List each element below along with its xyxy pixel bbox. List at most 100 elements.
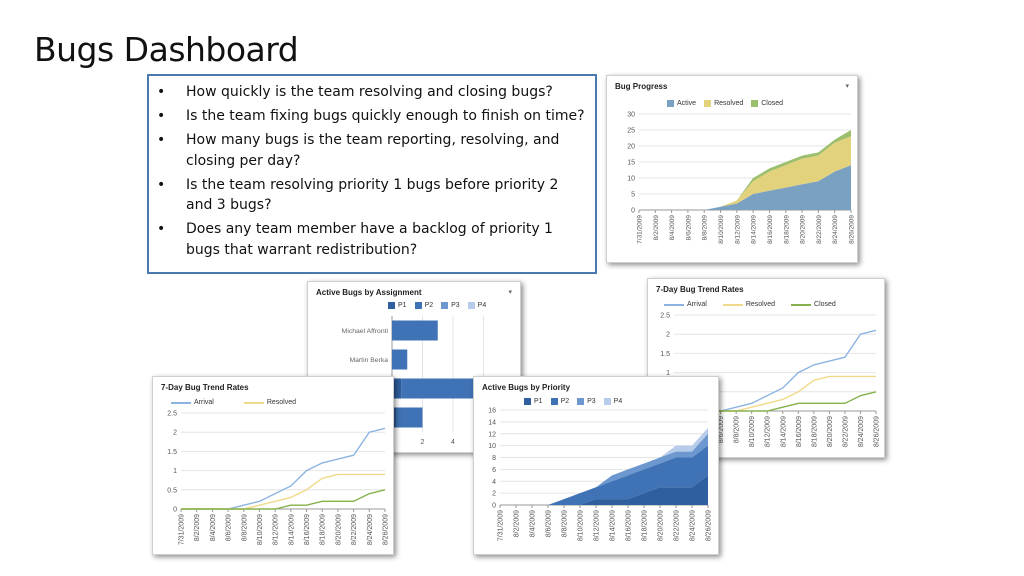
y-tick-label: 1.5	[660, 351, 670, 358]
legend-item: Active	[667, 100, 696, 107]
legend-swatch	[243, 401, 264, 404]
list-item: • Is the team resolving priority 1 bugs b…	[157, 176, 559, 214]
y-tick-label: 25	[627, 128, 635, 135]
legend-item: Arrival	[664, 301, 707, 308]
y-tick-label: 8	[492, 455, 496, 462]
bullet-icon: •	[157, 108, 166, 124]
legend-swatch	[414, 302, 422, 309]
y-tick-label: 0.5	[167, 487, 177, 494]
x-tick-label: 8/22/2009	[351, 514, 358, 545]
x-tick-label: 8/18/2009	[642, 510, 649, 541]
y-tick-label: 2	[173, 430, 177, 437]
chart-menu-icon[interactable]: ▾	[845, 83, 849, 90]
x-tick-label: 8/18/2009	[320, 514, 327, 545]
legend-item: P3	[577, 398, 596, 405]
legend-swatch	[664, 303, 684, 306]
chart-title: Active Bugs by Priority	[482, 383, 571, 392]
chart-menu-icon[interactable]: ▾	[508, 289, 512, 296]
trend-rates-chart-left: 2.5 2 1.5 1 0.5 0 7/31/2009 8/2/2009 8/4/2009 8/6…	[152, 376, 394, 555]
category-label: Michael Affronti	[342, 328, 389, 335]
x-tick-label: 8/24/2009	[858, 416, 865, 447]
x-tick-label: 8/26/2009	[706, 510, 713, 541]
bar-p2	[392, 320, 438, 341]
y-tick-label: 0	[173, 507, 177, 514]
page-title: Bugs Dashboard	[34, 30, 299, 69]
line-closed	[181, 489, 386, 510]
legend-item: P2	[414, 302, 433, 309]
x-tick-label: 8/24/2009	[690, 510, 697, 541]
legend-item: Arrival	[171, 399, 214, 406]
x-tick-label: 8/20/2009	[827, 416, 834, 447]
x-tick-label: 8/4/2009	[210, 514, 217, 541]
category-label: Martin Berka	[349, 357, 388, 364]
list-item: • How quickly is the team resolving and c…	[155, 82, 585, 103]
y-tick-label: 10	[488, 443, 496, 450]
x-tick-label: 8/14/2009	[751, 215, 758, 244]
x-tick-label: 8/4/2009	[530, 510, 537, 537]
x-tick-label: 8/16/2009	[767, 215, 774, 244]
bug-progress-plot: 30 25 20 15 10 5 07/31/2009 8/2/2009 8/4/2009 8/6…	[627, 112, 855, 244]
y-tick-label: 10	[627, 176, 635, 183]
chart-title: 7-Day Bug Trend Rates	[656, 285, 744, 294]
y-tick-label: 12	[488, 431, 496, 438]
x-tick-label: 8/22/2009	[842, 416, 849, 447]
x-tick-label: 8/20/2009	[658, 510, 665, 541]
bar-p1	[392, 378, 402, 399]
legend-item: Resolved	[704, 100, 743, 107]
questions-box: • How quickly is the team resolving and c…	[147, 74, 597, 274]
y-tick-label: 2.5	[167, 411, 177, 418]
y-tick-label: 1	[666, 370, 670, 377]
x-tick-label: 8/8/2009	[241, 514, 248, 541]
bullet-icon: •	[157, 176, 166, 193]
area-p2	[500, 445, 708, 505]
x-tick-label: 8/20/2009	[335, 514, 342, 545]
active-bugs-by-priority-chart: 16 14 12 10 8 6 4 2 0 7/31/2009 8/2/2009 8/4/2009 8/…	[473, 376, 719, 555]
legend-swatch	[751, 100, 759, 107]
x-tick-label: 8/14/2009	[780, 416, 787, 447]
legend-swatch	[577, 398, 585, 405]
x-tick-label: 8/14/2009	[610, 510, 617, 541]
legend-item: P2	[550, 398, 569, 405]
legend-swatch	[467, 302, 475, 309]
x-tick-label: 8/18/2009	[811, 416, 818, 447]
x-tick-label: 8/20/2009	[800, 215, 807, 244]
y-tick-label: 4	[492, 479, 496, 486]
bullet-icon: •	[157, 84, 166, 100]
y-tick-label: 2.5	[660, 313, 670, 320]
area-p1	[500, 475, 708, 505]
x-tick-label: 8/26/2009	[383, 514, 390, 545]
chart-legend: Active Resolved Closed	[667, 100, 783, 107]
x-tick-label: 8/16/2009	[304, 514, 311, 545]
area-active	[639, 165, 851, 210]
list-item: • How many bugs is the team reporting, re…	[157, 132, 560, 169]
x-tick-label: 8/10/2009	[718, 215, 725, 244]
x-tick-label: 7/31/2009	[637, 215, 644, 244]
y-tick-label: 0	[631, 208, 635, 215]
legend-item: P1	[524, 398, 543, 405]
x-tick-label: 8/24/2009	[367, 514, 374, 545]
line-resolved	[181, 473, 385, 510]
legend-swatch	[441, 302, 449, 309]
y-tick-label: 1	[173, 468, 177, 475]
legend-swatch	[722, 303, 743, 306]
y-tick-label: 30	[627, 112, 635, 119]
legend-item: P4	[603, 398, 622, 405]
area-resolved	[639, 136, 851, 210]
legend-item: Resolved	[243, 399, 296, 406]
x-tick-label: 8/16/2009	[626, 510, 633, 541]
bug-progress-chart: 30 25 20 15 10 5 0 7/31/2009 8/2/2009 8/4/2009 8/6…	[606, 75, 858, 263]
x-tick-label: 8/6/2009	[718, 416, 725, 443]
legend-item: P4	[467, 302, 486, 309]
legend-item: P3	[441, 302, 460, 309]
x-tick-label: 8/12/2009	[273, 514, 280, 545]
y-tick-label: 2	[666, 332, 670, 339]
legend-swatch	[388, 302, 395, 309]
x-tick-label: 8/10/2009	[578, 510, 585, 541]
x-tick-label: 8/10/2009	[257, 514, 264, 545]
y-tick-label: 2	[492, 491, 496, 498]
x-tick-label: 8/22/2009	[816, 215, 823, 244]
x-tick-label: 8/8/2009	[734, 416, 741, 443]
y-tick-label: 16	[488, 408, 496, 415]
x-tick-label: 8/6/2009	[226, 514, 233, 541]
line-arrival	[181, 427, 386, 510]
